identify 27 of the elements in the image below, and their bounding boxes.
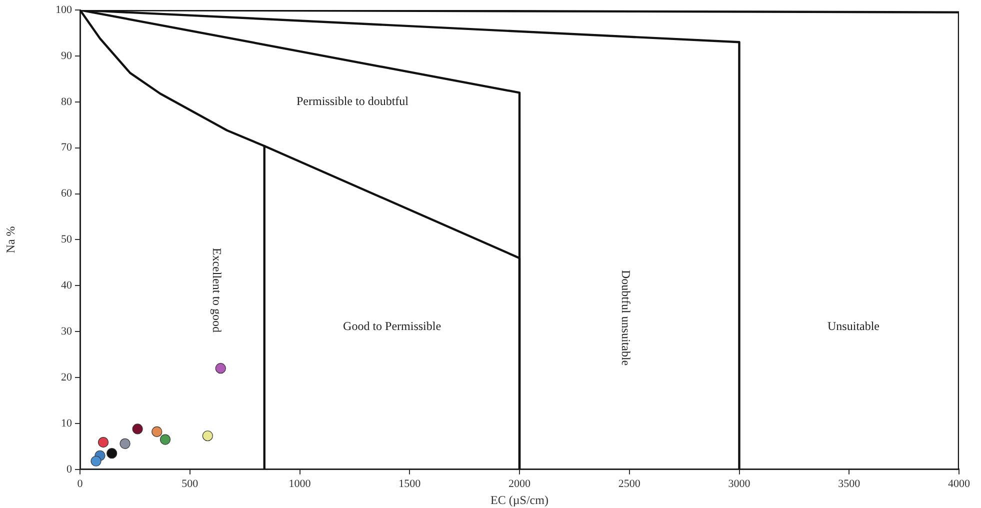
y-tick-label: 70: [61, 142, 72, 154]
x-tick-label: 1500: [398, 478, 422, 490]
x-tick-label: 2000: [508, 478, 531, 490]
x-tick-label: 4000: [948, 478, 970, 490]
x-tick-label: 3000: [728, 478, 751, 490]
y-tick-label: 60: [61, 188, 72, 200]
x-tick-label: 1000: [288, 478, 312, 490]
y-tick-label: 0: [66, 463, 72, 476]
y-tick-label: 10: [61, 417, 72, 430]
annotation: Good to Permissible: [343, 319, 442, 334]
y-tick-label: 100: [56, 4, 72, 16]
y-tick-label: 40: [61, 280, 72, 292]
y-tick-label: 30: [61, 325, 72, 338]
y-tick-label: 20: [61, 371, 72, 384]
x-tick-label: 2500: [618, 478, 641, 490]
y-tick-label: 50: [61, 234, 72, 246]
y-tick-label: 90: [61, 50, 72, 62]
y-tick-label: 80: [61, 96, 72, 108]
annotation: Unsuitable: [828, 319, 880, 334]
annotation: Permissible to doubtful: [296, 94, 410, 108]
x-tick-label: 3500: [838, 478, 861, 490]
y-axis-title: Na %: [3, 226, 18, 254]
x-tick-label: 500: [182, 478, 199, 490]
x-tick-label: 0: [77, 478, 84, 490]
annotation: Doubtful unsuitable: [618, 270, 633, 366]
annotation: Excellent to good: [210, 248, 224, 333]
x-axis-title: EC (µS/cm): [490, 492, 548, 507]
